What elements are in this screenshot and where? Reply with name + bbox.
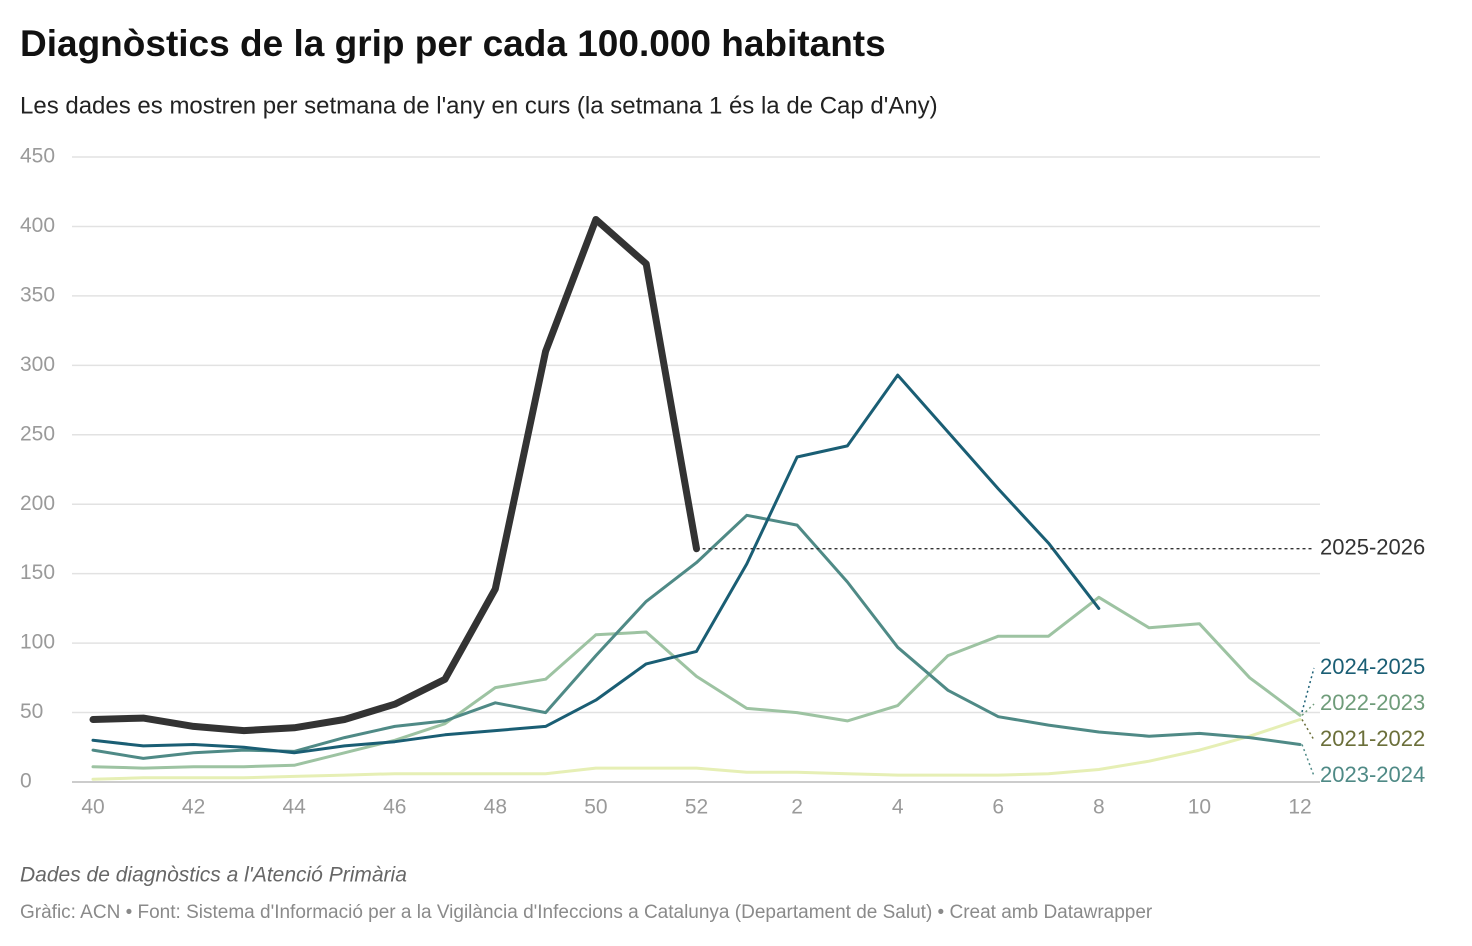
series-label: 2024-2025 <box>1320 654 1425 679</box>
chart-subtitle: Les dades es mostren per setmana de l'an… <box>20 92 938 119</box>
x-tick-label: 42 <box>182 796 205 819</box>
x-tick-label: 52 <box>685 796 708 819</box>
x-tick-label: 44 <box>282 796 306 819</box>
y-tick-label: 50 <box>20 700 43 723</box>
label-leader <box>1301 744 1315 777</box>
label-leader <box>1301 719 1315 741</box>
x-tick-label: 6 <box>992 796 1004 819</box>
x-tick-label: 40 <box>81 796 104 819</box>
series-line <box>91 595 1302 770</box>
label-leader <box>1301 667 1315 713</box>
x-tick-label: 50 <box>584 796 607 819</box>
y-tick-label: 100 <box>20 631 55 654</box>
x-tick-label: 46 <box>383 796 406 819</box>
chart-credit: Gràfic: ACN • Font: Sistema d'Informació… <box>20 902 1153 923</box>
x-tick-label: 4 <box>892 796 904 819</box>
series-label: 2021-2022 <box>1320 726 1425 751</box>
x-tick-label: 2 <box>791 796 803 819</box>
y-tick-label: 350 <box>20 283 55 306</box>
series-line <box>89 216 700 735</box>
series-label: 2025-2026 <box>1320 534 1425 559</box>
x-tick-label: 10 <box>1188 796 1211 819</box>
chart-title: Diagnòstics de la grip per cada 100.000 … <box>20 23 886 64</box>
series-line <box>91 718 1302 781</box>
chart-note: Dades de diagnòstics a l'Atenció Primàri… <box>20 864 407 887</box>
x-tick-label: 12 <box>1288 796 1311 819</box>
x-tick-label: 8 <box>1093 796 1105 819</box>
series-label: 2022-2023 <box>1320 690 1425 715</box>
y-tick-label: 150 <box>20 561 55 584</box>
series-line <box>91 373 1101 755</box>
y-tick-label: 0 <box>20 770 32 793</box>
y-tick-label: 300 <box>20 353 55 376</box>
y-tick-label: 450 <box>20 145 55 168</box>
y-tick-label: 400 <box>20 214 55 237</box>
y-tick-label: 200 <box>20 492 55 515</box>
series-label: 2023-2024 <box>1320 762 1425 787</box>
y-tick-label: 250 <box>20 422 55 445</box>
x-tick-label: 48 <box>484 796 507 819</box>
